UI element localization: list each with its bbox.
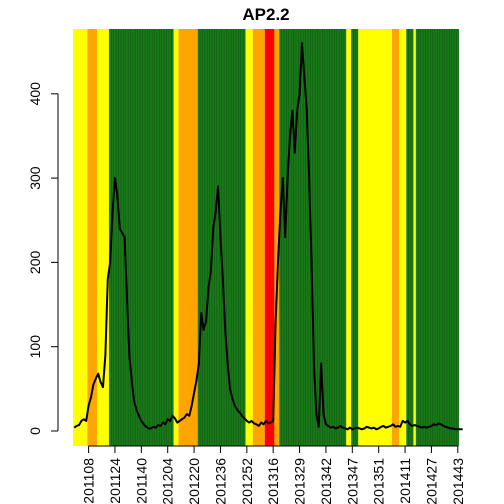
- x-tick-label: 201347: [344, 458, 360, 504]
- x-tick-label: 201443: [450, 458, 466, 504]
- x-tick-label: 201220: [186, 458, 202, 504]
- band-yellow: [245, 29, 253, 446]
- band-orange: [178, 29, 198, 446]
- x-tick-label: 201411: [397, 458, 413, 504]
- y-tick-label: 100: [27, 335, 43, 359]
- risk-level-bands: [73, 29, 459, 446]
- y-tick-label: 400: [27, 82, 43, 106]
- x-tick-label: 201108: [81, 458, 97, 504]
- x-tick-label: 201342: [318, 458, 334, 504]
- band-orange: [274, 29, 280, 446]
- x-tick-label: 201204: [160, 458, 176, 504]
- band-orange: [391, 29, 400, 446]
- y-tick-label: 0: [27, 427, 43, 435]
- y-tick-label: 200: [27, 251, 43, 275]
- band-red: [264, 29, 275, 446]
- band-yellow: [399, 29, 407, 446]
- band-yellow: [173, 29, 179, 446]
- band-green: [351, 29, 359, 446]
- chart-title: AP2.2: [242, 5, 289, 24]
- band-yellow: [73, 29, 88, 446]
- band-yellow: [346, 29, 352, 446]
- band-orange: [252, 29, 265, 446]
- y-axis: 0 100 200 300 400: [27, 82, 59, 435]
- series-line: [73, 42, 463, 431]
- x-tick-label: 201329: [292, 458, 308, 504]
- x-tick-label: 201124: [107, 458, 123, 504]
- x-tick-label: 201252: [239, 458, 255, 504]
- y-tick-label: 300: [27, 166, 43, 190]
- band-yellow: [358, 29, 392, 446]
- x-tick-label: 201236: [212, 458, 228, 504]
- x-tick-label: 201140: [133, 458, 149, 504]
- x-tick-label: 201351: [371, 458, 387, 504]
- band-yellow: [413, 29, 416, 446]
- x-tick-label: 201427: [423, 458, 439, 504]
- x-tick-label: 201316: [265, 458, 281, 504]
- band-orange: [87, 29, 97, 446]
- x-axis: 201108 201124 201140 201204 201220 201236 2012…: [81, 445, 466, 504]
- band-yellow: [96, 29, 109, 446]
- band-green: [108, 29, 174, 446]
- band-green: [406, 29, 414, 446]
